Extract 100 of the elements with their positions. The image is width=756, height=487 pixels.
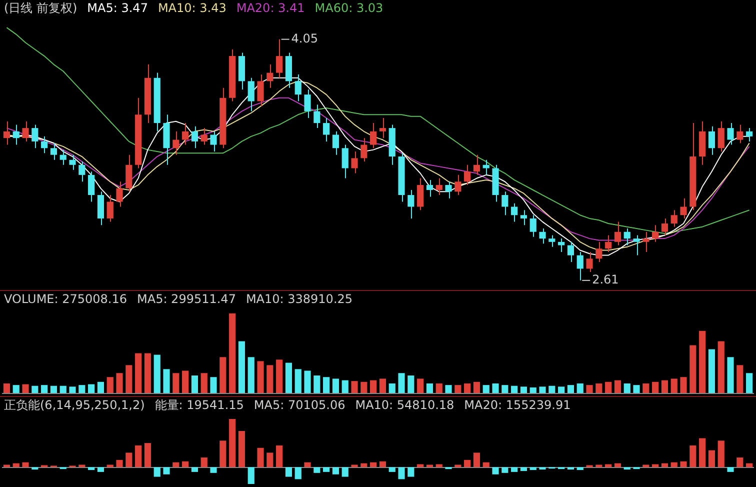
bar: [398, 373, 405, 393]
bar: [614, 463, 621, 468]
bar: [511, 467, 518, 472]
bar: [642, 383, 650, 393]
bar: [32, 386, 38, 393]
bar: [116, 373, 123, 393]
candlestick: [22, 120, 29, 142]
bar: [220, 357, 226, 393]
bar: [530, 387, 536, 393]
bar: [718, 440, 724, 468]
bar: [200, 458, 208, 468]
bar: [633, 385, 640, 393]
candlestick: [210, 130, 217, 152]
bar: [482, 462, 490, 468]
bar: [126, 365, 132, 393]
bar: [266, 452, 274, 468]
bar: [661, 463, 668, 468]
bar: [445, 385, 452, 393]
bar: [163, 467, 170, 474]
bar: [154, 354, 160, 393]
bar: [605, 382, 612, 393]
bar: [200, 373, 208, 393]
bar: [210, 467, 217, 473]
bar: [426, 383, 433, 393]
candlestick: [304, 89, 311, 118]
text: MA10: 338910.25: [246, 292, 353, 306]
text: MA5: 299511.47: [137, 292, 236, 306]
bar: [492, 383, 499, 393]
bar: [690, 345, 696, 393]
bar: [220, 440, 226, 468]
text: MA20: 155239.91: [464, 398, 571, 412]
bar: [558, 386, 565, 393]
bar: [182, 461, 189, 468]
bar: [530, 467, 536, 470]
bar: [736, 365, 744, 393]
bar: [323, 377, 330, 393]
bar: [257, 448, 264, 468]
bar: [144, 353, 151, 393]
bar: [238, 431, 245, 468]
bar: [436, 464, 442, 468]
bar: [116, 460, 123, 468]
bar: [97, 382, 104, 393]
bar: [482, 385, 490, 393]
bar: [22, 462, 29, 468]
bar: [539, 467, 546, 470]
bar: [464, 383, 471, 393]
bar: [502, 467, 508, 473]
bar: [699, 330, 706, 393]
bar: [426, 464, 433, 468]
bar: [88, 467, 95, 470]
annotation: 4.05: [291, 31, 318, 46]
bar: [511, 386, 518, 393]
candlestick: [492, 164, 499, 202]
bar: [746, 463, 753, 468]
bar: [106, 464, 114, 468]
candlestick: [69, 154, 76, 170]
bar: [727, 357, 734, 393]
bar: [210, 377, 217, 393]
candlestick: [351, 150, 358, 174]
chart-title: 正负能(6,14,95,250,1,2): [4, 398, 145, 412]
bar: [417, 464, 424, 468]
bar: [699, 438, 706, 468]
bar: [314, 467, 320, 473]
bar: [520, 467, 527, 471]
bar: [257, 361, 264, 393]
candlestick: [257, 74, 264, 107]
bar: [154, 467, 160, 477]
text: 能量: 19541.15: [154, 398, 244, 412]
bar: [370, 380, 377, 393]
bar: [314, 375, 320, 393]
bar: [172, 373, 180, 393]
bar: [191, 467, 198, 472]
bar: [624, 383, 630, 393]
bar: [690, 445, 696, 468]
bar: [576, 383, 584, 393]
bar: [323, 467, 330, 472]
bar: [12, 463, 20, 468]
annotation: 2.61: [592, 272, 619, 287]
bar: [276, 360, 283, 393]
bar: [191, 375, 198, 393]
bar: [135, 353, 142, 393]
bar: [718, 341, 724, 393]
bar: [436, 383, 442, 393]
bar: [41, 385, 48, 393]
bar: [652, 464, 659, 468]
bar: [680, 461, 687, 468]
bar: [614, 380, 621, 393]
candlestick: [633, 234, 640, 256]
bar: [106, 377, 114, 393]
bar: [661, 380, 668, 393]
bar: [596, 464, 602, 468]
bar: [464, 460, 471, 468]
text: MA10: 3.43: [158, 1, 226, 16]
bar: [182, 370, 189, 393]
candlestick: [680, 198, 687, 219]
bar: [351, 464, 358, 468]
bar: [3, 464, 10, 468]
bar: [3, 383, 10, 393]
bar: [266, 365, 274, 393]
bar: [408, 375, 414, 393]
